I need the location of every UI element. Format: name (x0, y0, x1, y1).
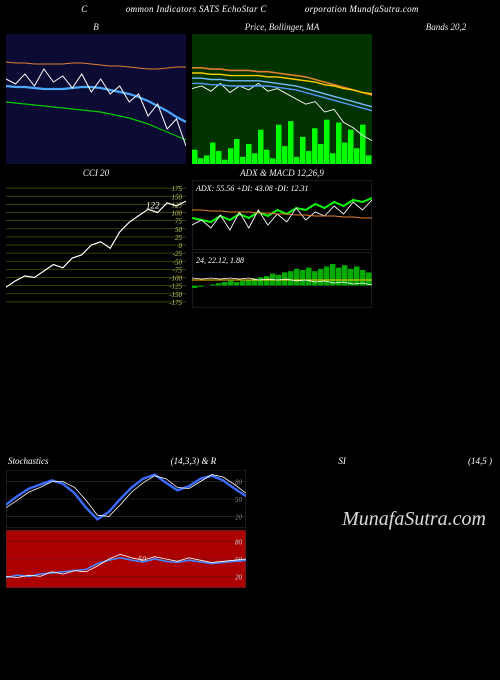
chart-macd: 24, 22.12, 1.88 (192, 252, 372, 308)
panel-price-title: Price, Bollinger, MA (192, 22, 372, 32)
svg-text:150: 150 (172, 193, 183, 201)
panel-cci: CCI 20 1751501251007550250-25-50-75-100-… (6, 168, 186, 310)
svg-text:175: 175 (172, 185, 183, 193)
svg-text:50: 50 (235, 496, 243, 504)
chart-price (192, 34, 372, 164)
row-2: CCI 20 1751501251007550250-25-50-75-100-… (0, 168, 500, 310)
svg-text:-100: -100 (169, 275, 182, 283)
svg-text:-50: -50 (173, 258, 183, 266)
svg-text:80: 80 (235, 539, 243, 547)
watermark: MunafaSutra.com (342, 508, 486, 531)
stoch-label: Stochastics (8, 456, 49, 466)
panel-cci-title: CCI 20 (6, 168, 186, 178)
stoch-si: SI (338, 456, 346, 466)
hdr-right: orporation MunafaSutra.com (305, 4, 419, 14)
svg-text:-25: -25 (173, 250, 183, 258)
svg-text:122: 122 (146, 200, 160, 210)
svg-text:0: 0 (179, 242, 183, 250)
panel-adx-title: ADX & MACD 12,26,9 (192, 168, 372, 178)
page-header: C ommon Indicators SATS EchoStar C orpor… (0, 0, 500, 22)
svg-text:20: 20 (235, 513, 243, 521)
svg-text:-175: -175 (169, 299, 182, 307)
stoch-header: Stochastics (14,3,3) & R SI (14,5 ) (0, 454, 500, 470)
stoch-right: (14,5 ) (468, 456, 492, 466)
svg-text:ADX: 55.56 +DI: 43.08 -DI:: ADX: 55.56 +DI: 43.08 -DI: 12.31 (195, 184, 309, 193)
chart-bbands (6, 34, 186, 164)
svg-text:-125: -125 (169, 283, 182, 291)
spacer (0, 314, 500, 454)
chart-stoch-bot: 80502050 (6, 530, 246, 588)
row-1: B Price, Bollinger, MA Bands 20,2 (0, 22, 500, 164)
svg-text:25: 25 (175, 234, 183, 242)
svg-text:50: 50 (175, 226, 183, 234)
stoch-params: (14,3,3) & R (171, 456, 217, 466)
chart-adx: ADX: 55.56 +DI: 43.08 -DI: 12.31 (192, 180, 372, 250)
panel-bbands: B (6, 22, 186, 164)
svg-text:-150: -150 (169, 291, 182, 299)
chart-cci: 1751501251007550250-25-50-75-100-125-150… (6, 180, 186, 310)
hdr-left: C (81, 4, 87, 14)
panel-bbands-title: B (6, 22, 186, 32)
svg-text:-75: -75 (173, 266, 183, 274)
chart-stoch-top: 805020 (6, 470, 246, 528)
panel-price: Price, Bollinger, MA (192, 22, 372, 164)
panel-adx-macd: ADX & MACD 12,26,9 ADX: 55.56 +DI: 43.08… (192, 168, 372, 310)
bands-label: Bands 20,2 (378, 22, 494, 32)
panel-bands-label: Bands 20,2 (378, 22, 494, 164)
svg-text:24, 22.12, 1.88: 24, 22.12, 1.88 (196, 256, 244, 265)
svg-text:100: 100 (172, 210, 183, 218)
svg-text:20: 20 (235, 573, 243, 581)
svg-text:75: 75 (175, 218, 183, 226)
hdr-mid: ommon Indicators SATS EchoStar C (126, 4, 267, 14)
